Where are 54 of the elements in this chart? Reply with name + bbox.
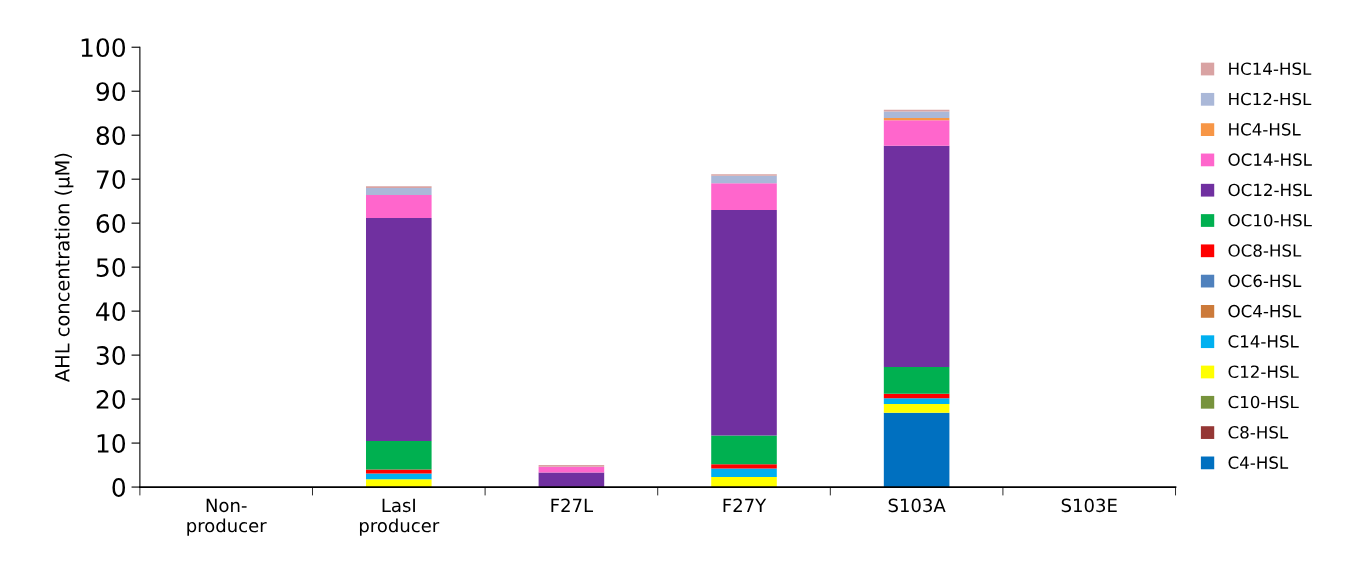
- legend-label: C10-HSL: [1228, 395, 1299, 409]
- y-tick-label: 20: [96, 390, 126, 409]
- bar: [883, 403, 950, 413]
- bar: [883, 398, 950, 404]
- legend-label: HC12-HSL: [1229, 92, 1312, 106]
- x-tick-label: F27L: [551, 498, 594, 512]
- bar: [883, 111, 950, 119]
- bar: [711, 183, 777, 210]
- legend-label: C8-HSL: [1228, 426, 1289, 439]
- bar: [538, 466, 605, 473]
- y-tick-label: 30: [96, 346, 126, 365]
- bar: [883, 366, 950, 394]
- y-tick-label: 40: [96, 302, 126, 321]
- legend-label: OC6-HSL: [1228, 274, 1302, 288]
- legend-label: HC14-HSL: [1229, 62, 1312, 76]
- y-tick-label: 60: [96, 214, 126, 234]
- bar: [366, 440, 432, 470]
- y-tick-label: 0: [112, 478, 126, 497]
- x-tick-label: S103E: [1061, 498, 1117, 513]
- bar: [711, 209, 777, 436]
- bar: [883, 412, 950, 488]
- legend-label: HC4-HSL: [1229, 123, 1301, 136]
- y-tick-label: 80: [96, 126, 126, 146]
- bar: [366, 473, 432, 480]
- y-tick-label: 70: [96, 170, 126, 190]
- y-tick-label: 50: [96, 258, 126, 277]
- legend-label: OC4-HSL: [1228, 304, 1302, 318]
- x-tick-label: Non- producer: [187, 498, 267, 536]
- y-tick-label: 90: [96, 82, 126, 102]
- bar: [711, 464, 777, 469]
- legend-label: C14-HSL: [1228, 335, 1299, 348]
- bar: [366, 469, 432, 474]
- legend-label: OC8-HSL: [1228, 244, 1302, 257]
- y-axis-title: AHL concentration (µM): [54, 153, 74, 383]
- x-tick-label: LasI producer: [359, 498, 440, 536]
- bar: [366, 195, 432, 218]
- legend-label: OC12-HSL: [1228, 183, 1312, 197]
- x-tick-label: F27Y: [723, 498, 767, 512]
- bar: [711, 175, 777, 184]
- bar: [711, 435, 777, 465]
- bar: [711, 468, 777, 477]
- bar: [883, 118, 950, 121]
- y-tick-label: 10: [97, 434, 126, 453]
- legend-label: C4-HSL: [1228, 456, 1289, 469]
- bar: [366, 217, 432, 441]
- bar: [883, 393, 950, 399]
- y-tick-label: 100: [81, 38, 126, 58]
- bar: [366, 187, 432, 196]
- x-tick-label: S103A: [888, 498, 946, 513]
- legend-label: C12-HSL: [1228, 365, 1299, 379]
- legend-label: OC14-HSL: [1228, 153, 1312, 166]
- legend-label: OC10-HSL: [1228, 213, 1312, 227]
- bar: [883, 145, 950, 367]
- bar: [883, 120, 950, 146]
